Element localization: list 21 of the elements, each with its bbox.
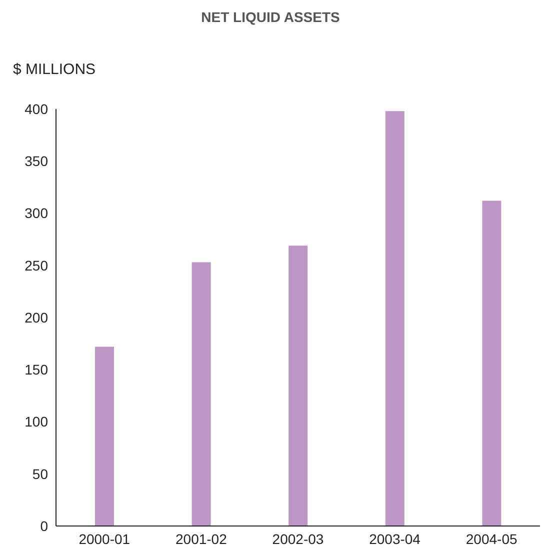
y-tick-label: 0 [40,518,48,534]
y-tick-label: 350 [24,153,48,170]
x-tick-label: 2003-04 [369,530,421,547]
bar [95,346,114,526]
y-tick-label: 100 [24,414,48,430]
x-tick-label: 2001-02 [176,530,228,547]
bar [385,111,404,526]
x-tick-label: 2000-01 [78,530,130,547]
y-tick-label: 150 [24,362,48,378]
y-tick-label: 300 [24,205,48,222]
y-axis-title: $ MILLIONS [13,61,96,78]
y-tick-label: 200 [24,309,48,326]
bar [192,262,211,526]
y-tick-label: 50 [32,466,48,482]
y-tick-label: 400 [24,100,48,117]
bar [482,200,502,526]
bar [288,246,308,526]
chart-title: NET LIQUID ASSETS [200,9,341,25]
x-tick-label: 2004-05 [466,530,518,547]
x-tick-label: 2002-03 [272,530,324,547]
y-tick-label: 250 [24,257,48,274]
